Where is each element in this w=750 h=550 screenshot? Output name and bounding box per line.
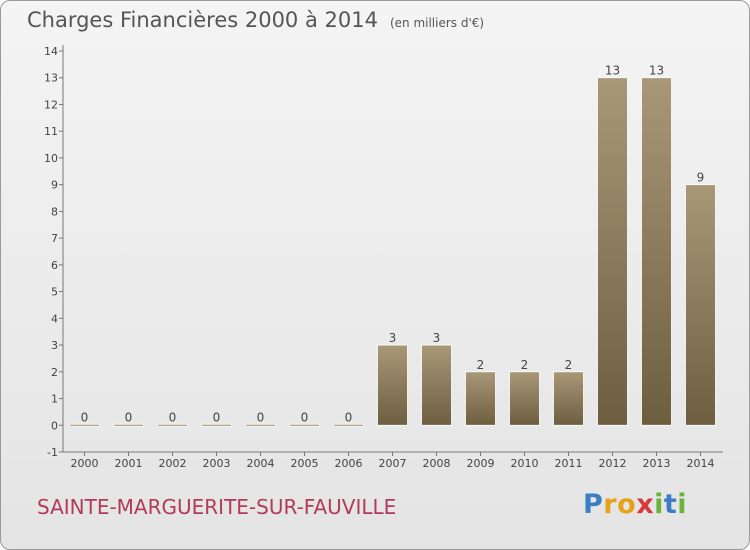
x-tick-label: 2007: [379, 457, 407, 470]
bar-2013: [641, 77, 672, 426]
data-label: 2: [521, 358, 529, 372]
proxiti-logo: Proxiti: [583, 489, 687, 520]
bar-2002: [157, 423, 188, 427]
data-label: 3: [389, 331, 397, 345]
bar-2012: [597, 77, 628, 426]
y-tick-label: 0: [51, 419, 58, 432]
y-tick-label: 3: [51, 339, 58, 352]
bar-2000: [69, 423, 100, 427]
bar-2014: [685, 184, 716, 426]
y-tick-label: 2: [51, 366, 58, 379]
x-tick-label: 2005: [291, 457, 319, 470]
data-label: 0: [125, 410, 133, 424]
y-tick-label: 5: [51, 286, 58, 299]
x-tick-label: 2014: [687, 457, 715, 470]
y-tick-label: 12: [44, 98, 58, 111]
data-label: 0: [257, 410, 265, 424]
y-tick-label: -1: [47, 446, 58, 459]
bar-2007: [377, 344, 408, 426]
chart-unit: (en milliers d'€): [389, 16, 485, 30]
bar-2001: [113, 423, 144, 427]
y-tick-label: 10: [44, 152, 58, 165]
y-tick-label: 7: [51, 232, 58, 245]
x-tick-label: 2001: [115, 457, 143, 470]
bar-2006: [333, 423, 364, 427]
bar-2004: [245, 423, 276, 427]
bar-2005: [289, 423, 320, 427]
logo-letter: i: [677, 489, 688, 520]
data-label: 3: [433, 331, 441, 345]
bar-2003: [201, 423, 232, 427]
logo-letter: x: [636, 489, 655, 520]
x-tick-label: 2011: [555, 457, 583, 470]
x-tick-label: 2012: [599, 457, 627, 470]
data-label: 0: [345, 410, 353, 424]
data-label: 2: [565, 358, 573, 372]
data-label: 2: [477, 358, 485, 372]
x-tick-label: 2008: [423, 457, 451, 470]
x-tick-label: 2000: [71, 457, 99, 470]
y-tick-label: 13: [44, 72, 58, 85]
logo-letter: P: [583, 489, 604, 520]
chart-title-text: Charges Financières 2000 à 2014: [27, 8, 378, 32]
data-label: 9: [697, 171, 705, 185]
x-tick-label: 2009: [467, 457, 495, 470]
logo-letter: r: [603, 489, 618, 520]
data-label: 13: [605, 64, 620, 78]
data-label: 0: [169, 410, 177, 424]
y-tick-label: 11: [44, 125, 58, 138]
x-tick-label: 2006: [335, 457, 363, 470]
y-tick-label: 9: [51, 179, 58, 192]
commune-name: SAINTE-MARGUERITE-SUR-FAUVILLE: [37, 495, 397, 519]
chart-title: Charges Financières 2000 à 2014 (en milli…: [27, 8, 484, 32]
bar-2009: [465, 371, 496, 426]
x-tick-label: 2003: [203, 457, 231, 470]
x-tick-label: 2004: [247, 457, 275, 470]
bar-2011: [553, 371, 584, 426]
data-label: 0: [213, 410, 221, 424]
y-tick-label: 14: [44, 45, 58, 58]
x-tick-label: 2002: [159, 457, 187, 470]
y-tick-label: 1: [51, 393, 58, 406]
x-tick-label: 2013: [643, 457, 671, 470]
logo-letter: i: [654, 489, 664, 520]
bar-2008: [421, 344, 452, 426]
data-label: 13: [649, 64, 664, 78]
bar-2010: [509, 371, 540, 426]
y-tick-label: 8: [51, 205, 58, 218]
x-tick-label: 2010: [511, 457, 539, 470]
logo-letter: o: [617, 489, 637, 520]
logo-letter: t: [663, 489, 678, 520]
data-label: 0: [301, 410, 309, 424]
y-tick-label: 4: [51, 312, 58, 325]
y-tick-label: 6: [51, 259, 58, 272]
data-label: 0: [81, 410, 89, 424]
